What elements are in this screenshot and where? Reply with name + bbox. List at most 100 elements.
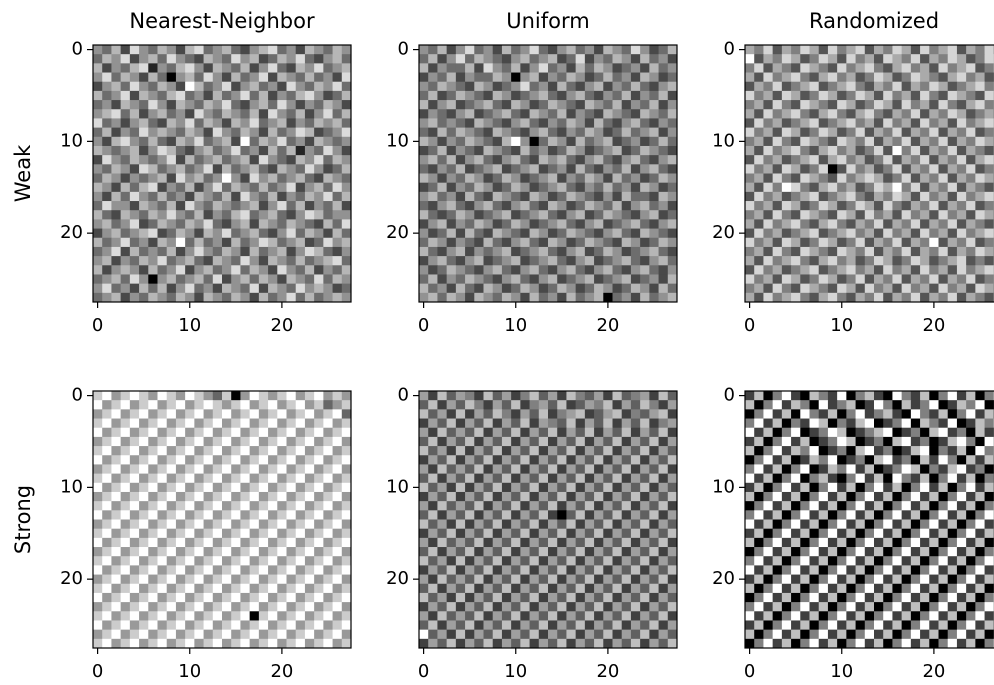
pixel (975, 602, 985, 612)
pixel (837, 292, 847, 303)
pixel (772, 90, 783, 101)
pixel (166, 519, 177, 530)
pixel (194, 501, 204, 511)
pixel (437, 473, 448, 484)
pixel (772, 256, 783, 266)
pixel (754, 528, 764, 539)
pixel (222, 63, 232, 73)
pixel (249, 501, 260, 511)
pixel (772, 72, 783, 83)
pixel (304, 109, 315, 119)
pixel (185, 491, 195, 502)
pixel (901, 265, 912, 275)
pixel (538, 611, 549, 621)
pixel (501, 510, 512, 520)
pixel (93, 455, 103, 465)
pixel (603, 90, 613, 101)
pixel (268, 510, 278, 520)
pixel (185, 547, 195, 557)
pixel (920, 118, 930, 129)
pixel (446, 473, 457, 484)
pixel (529, 464, 540, 475)
pixel (975, 90, 985, 101)
pixel (612, 436, 623, 447)
pixel (566, 127, 577, 138)
pixel (827, 464, 838, 475)
pixel (938, 629, 949, 640)
pixel (93, 81, 103, 92)
pixel (837, 528, 847, 539)
pixel (745, 100, 755, 110)
pixel (203, 191, 214, 202)
pixel (548, 237, 558, 248)
pixel (332, 201, 343, 211)
pixel (548, 210, 558, 220)
pixel (102, 81, 112, 92)
pixel (212, 72, 223, 83)
pixel (818, 501, 829, 511)
pixel (148, 574, 158, 585)
pixel (222, 155, 232, 165)
pixel (883, 592, 893, 603)
pixel (630, 565, 641, 575)
pixel (222, 391, 232, 401)
pixel (483, 455, 494, 465)
pixel (658, 191, 669, 202)
pixel (901, 501, 912, 511)
pixel (910, 418, 921, 429)
pixel (809, 256, 820, 266)
pixel (548, 427, 558, 438)
pixel (222, 409, 232, 419)
pixel (212, 482, 223, 493)
pixel (929, 574, 939, 585)
pixel (286, 219, 297, 229)
pixel (474, 292, 484, 303)
pixel (621, 118, 632, 129)
pixel (621, 418, 632, 429)
pixel (566, 574, 577, 585)
pixel (437, 191, 448, 202)
pixel (268, 464, 278, 475)
pixel (102, 565, 112, 575)
pixel (667, 418, 678, 429)
pixel (529, 45, 540, 55)
pixel (566, 446, 577, 456)
pixel (594, 464, 604, 475)
pixel (304, 556, 315, 566)
pixel (603, 283, 613, 294)
pixel (240, 90, 251, 101)
pixel (975, 256, 985, 266)
pixel (621, 45, 632, 55)
pixel (222, 620, 232, 631)
pixel (966, 63, 976, 73)
pixel (277, 127, 287, 138)
pixel (658, 45, 669, 55)
pixel (446, 537, 457, 548)
pixel (222, 491, 232, 502)
pixel (185, 164, 195, 174)
pixel (584, 391, 595, 401)
pixel (557, 182, 567, 193)
pixel (818, 602, 829, 612)
pixel (630, 201, 641, 211)
pixel (864, 155, 875, 165)
pixel (975, 173, 985, 184)
pixel (947, 519, 958, 530)
pixel (827, 574, 838, 585)
pixel (139, 528, 149, 539)
pixel (157, 537, 168, 548)
pixel (538, 256, 549, 266)
pixel (304, 283, 315, 294)
pixel (175, 72, 186, 83)
pixel (594, 81, 604, 92)
pixel (314, 81, 324, 92)
pixel (548, 574, 558, 585)
pixel (520, 574, 530, 585)
pixel (557, 501, 567, 511)
pixel (166, 246, 177, 257)
pixel (465, 464, 475, 475)
pixel (437, 510, 448, 520)
pixel (520, 537, 530, 548)
pixel (594, 565, 604, 575)
pixel (658, 455, 669, 465)
